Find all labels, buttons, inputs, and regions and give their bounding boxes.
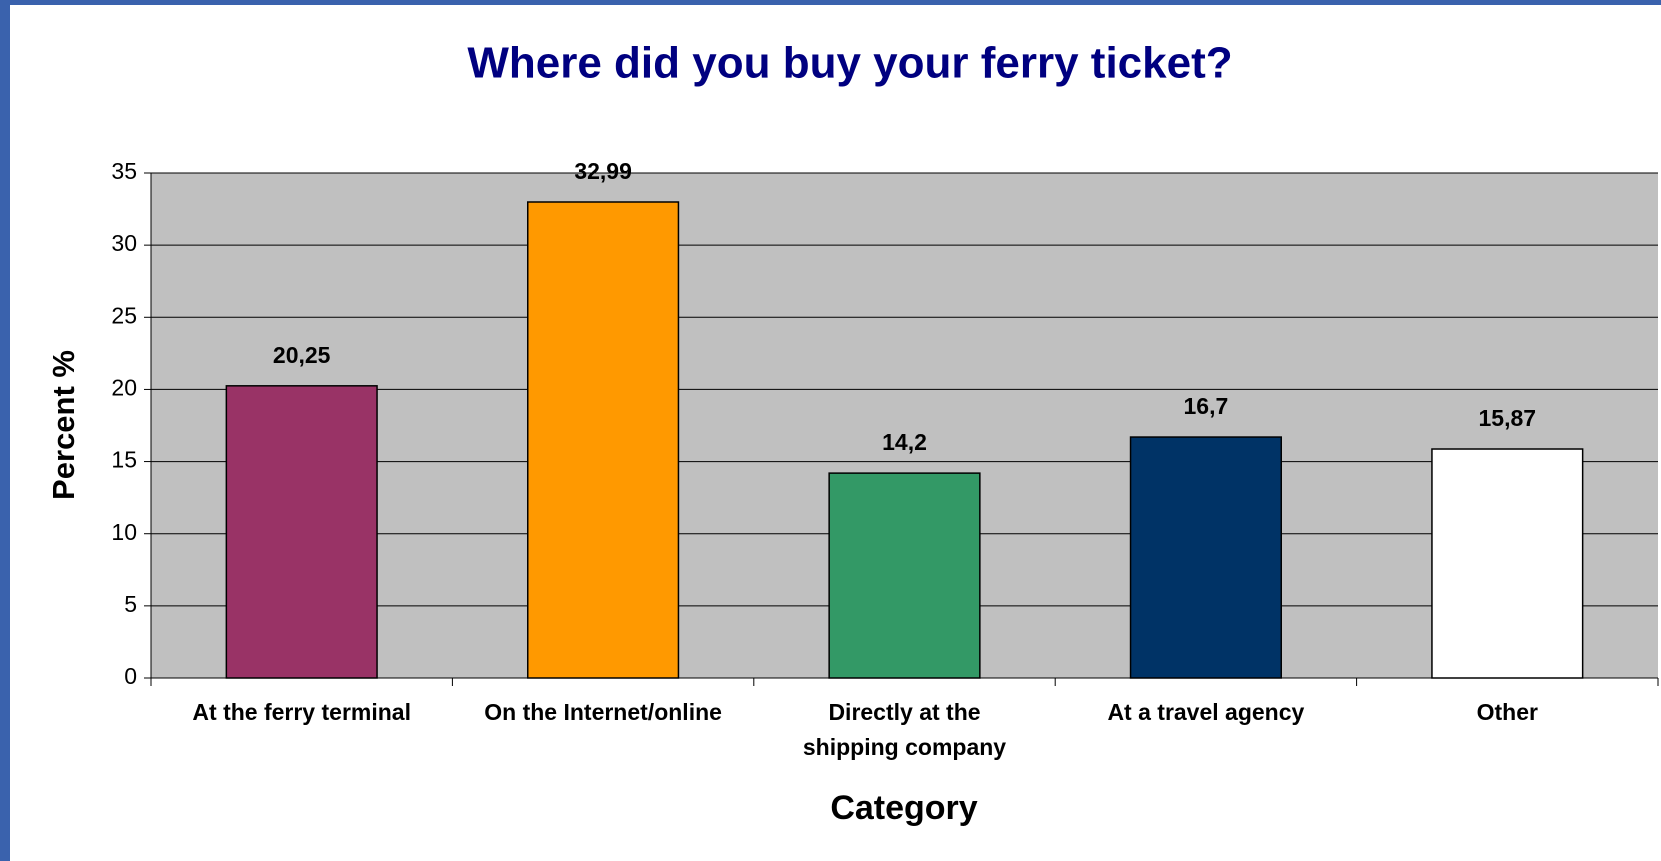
y-axis-label: Percent % xyxy=(46,350,81,500)
y-tick-label: 10 xyxy=(111,519,137,545)
bar xyxy=(527,201,680,679)
y-tick-label: 30 xyxy=(111,230,137,256)
data-label: 20,25 xyxy=(273,342,331,368)
y-tick-label: 35 xyxy=(111,158,137,184)
y-tick-label: 25 xyxy=(111,302,137,328)
chart-title: Where did you buy your ferry ticket? xyxy=(467,39,1232,88)
x-tick-label: On the Internet/online xyxy=(484,699,722,725)
x-axis-label: Category xyxy=(830,789,977,827)
x-tick-label: At a travel agency xyxy=(1107,699,1305,725)
y-tick-label: 15 xyxy=(111,447,137,473)
bar xyxy=(828,472,981,679)
y-tick-label: 20 xyxy=(111,375,137,401)
x-tick-label: Directly at the shipping company xyxy=(802,699,1007,760)
bar xyxy=(1431,448,1584,679)
x-tick-label: At the ferry terminal xyxy=(192,699,411,725)
data-label: 14,2 xyxy=(882,429,927,455)
data-label: 16,7 xyxy=(1184,393,1229,419)
data-label: 32,99 xyxy=(574,158,632,184)
bar xyxy=(1129,436,1283,679)
bar xyxy=(225,385,378,679)
x-tick-label: Other xyxy=(1476,699,1538,725)
y-tick-label: 0 xyxy=(124,663,137,689)
data-label: 15,87 xyxy=(1479,405,1537,431)
y-tick-label: 5 xyxy=(124,591,137,617)
